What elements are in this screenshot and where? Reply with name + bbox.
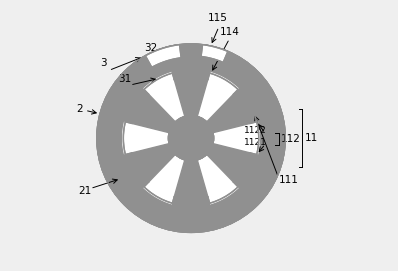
Text: 2: 2 — [76, 104, 83, 114]
Circle shape — [168, 116, 214, 161]
Circle shape — [168, 116, 214, 161]
Polygon shape — [201, 45, 228, 62]
Text: 114: 114 — [220, 27, 240, 37]
Text: 1121: 1121 — [244, 138, 267, 147]
Text: 11: 11 — [304, 133, 318, 143]
Text: 115: 115 — [208, 13, 228, 23]
Text: 112: 112 — [281, 134, 301, 144]
Polygon shape — [213, 121, 260, 155]
Text: 31: 31 — [118, 75, 131, 84]
Circle shape — [97, 44, 285, 233]
Polygon shape — [145, 45, 181, 67]
Polygon shape — [143, 72, 185, 122]
Text: 111: 111 — [279, 175, 298, 185]
Circle shape — [97, 44, 285, 233]
Text: 21: 21 — [78, 186, 92, 196]
Circle shape — [97, 44, 285, 233]
Circle shape — [168, 116, 214, 161]
Polygon shape — [143, 154, 185, 205]
Text: 3: 3 — [100, 59, 107, 69]
Polygon shape — [197, 72, 239, 122]
Polygon shape — [122, 121, 169, 155]
Text: 32: 32 — [144, 43, 158, 53]
Polygon shape — [197, 154, 239, 205]
Text: 1122: 1122 — [244, 126, 267, 135]
